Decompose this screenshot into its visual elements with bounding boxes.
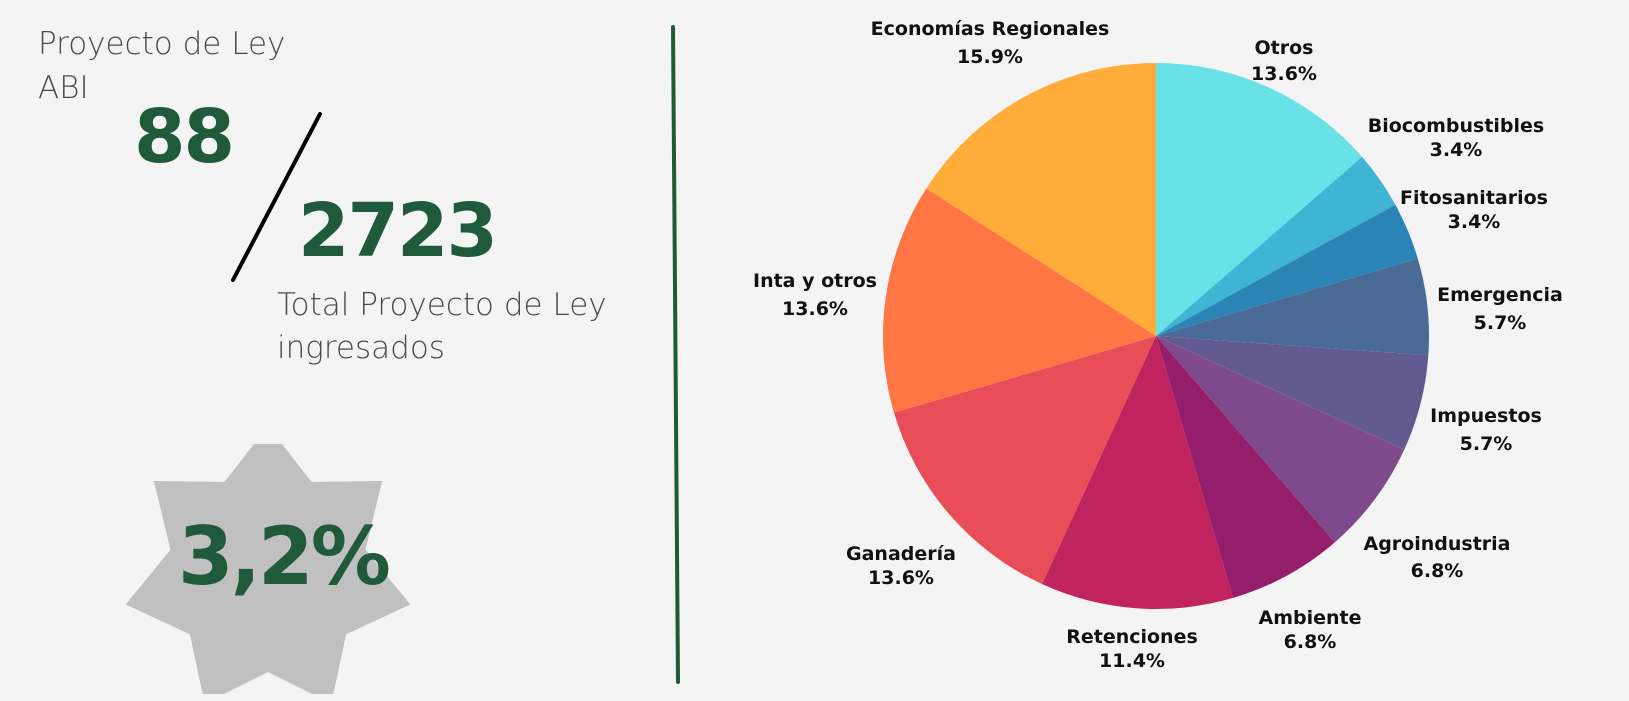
pie-value-label-6: 6.8% — [1284, 631, 1337, 653]
pie-label-1: Biocombustibles — [1368, 115, 1545, 137]
total-count: 2723 — [298, 188, 498, 274]
pie-label-3: Emergencia — [1437, 284, 1563, 306]
pie-value-label-5: 6.8% — [1411, 560, 1464, 582]
pie-value-label-9: 13.6% — [782, 298, 848, 320]
pie-slice-9 — [882, 188, 1156, 413]
title: Proyecto de Ley ABI — [38, 22, 285, 110]
pie-label-5: Agroindustria — [1364, 533, 1511, 555]
pie-value-label-4: 5.7% — [1460, 433, 1513, 455]
pie-value-label-1: 3.4% — [1430, 139, 1483, 161]
fraction-slash — [231, 112, 322, 282]
pie-slice-4 — [1156, 336, 1429, 450]
star-badge — [125, 444, 411, 694]
pie-label-2: Fitosanitarios — [1400, 187, 1548, 209]
pie-label-0: Otros — [1255, 37, 1314, 59]
pie-value-label-7: 11.4% — [1099, 650, 1165, 672]
pie-slice-3 — [1156, 258, 1430, 356]
subtitle-line-2: ingresados — [277, 330, 445, 366]
pie-slice-7 — [1041, 336, 1234, 609]
pie-slice-6 — [1156, 336, 1335, 598]
pie-value-label-2: 3.4% — [1448, 211, 1501, 233]
pie-slice-1 — [1156, 156, 1396, 336]
pie-slice-2 — [1156, 204, 1418, 336]
pie-label-8: Ganadería — [846, 543, 956, 565]
title-line-1: Proyecto de Ley — [38, 26, 286, 62]
pie-slice-0 — [1156, 63, 1363, 336]
pie-slice-5 — [1156, 336, 1405, 543]
pie-label-10: Economías Regionales — [871, 18, 1110, 40]
subtitle: Total Proyecto de Ley ingresados — [277, 284, 607, 370]
pie-label-9: Inta y otros — [753, 270, 877, 292]
abi-count: 88 — [134, 94, 235, 180]
pie-value-label-0: 13.6% — [1251, 63, 1317, 85]
title-line-2: ABI — [38, 70, 89, 106]
pie-label-6: Ambiente — [1259, 607, 1362, 629]
pie-value-label-3: 5.7% — [1474, 312, 1527, 334]
subtitle-line-1: Total Proyecto de Ley — [277, 287, 607, 323]
pie-slice-8 — [893, 336, 1156, 585]
pie-value-label-10: 15.9% — [957, 46, 1023, 68]
percentage-value: 3,2% — [178, 510, 391, 603]
pie-value-label-8: 13.6% — [868, 567, 934, 589]
pie-label-7: Retenciones — [1066, 626, 1198, 648]
pie-slice-10 — [926, 63, 1156, 336]
pie-label-4: Impuestos — [1430, 405, 1542, 427]
